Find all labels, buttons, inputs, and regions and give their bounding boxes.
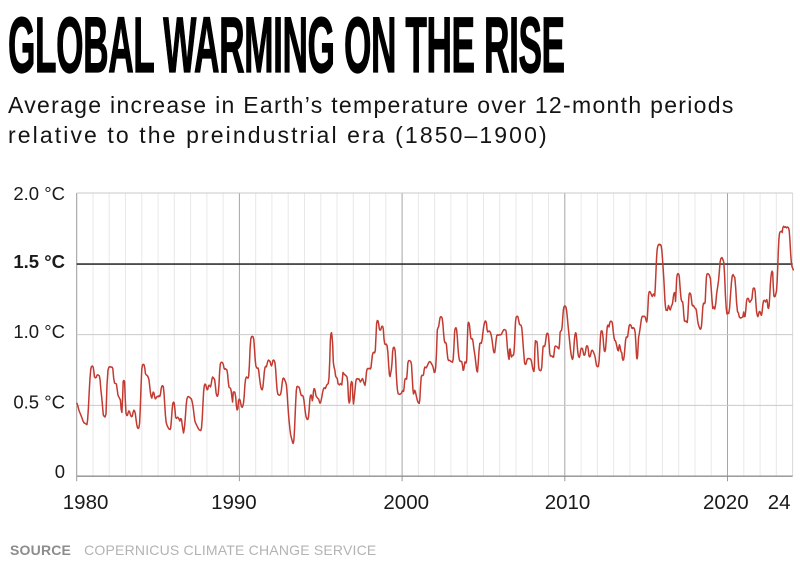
svg-text:1.0 °C: 1.0 °C [13, 321, 65, 342]
svg-text:24: 24 [768, 491, 791, 514]
svg-text:2020: 2020 [703, 491, 749, 514]
svg-text:1980: 1980 [63, 491, 109, 514]
svg-text:0: 0 [55, 461, 65, 482]
svg-text:2.0 °C: 2.0 °C [13, 183, 65, 204]
svg-text:0.5 °C: 0.5 °C [13, 392, 65, 413]
svg-text:1990: 1990 [211, 491, 257, 514]
svg-text:2010: 2010 [545, 491, 591, 514]
svg-text:1.5 °C: 1.5 °C [13, 251, 65, 272]
svg-text:2000: 2000 [383, 491, 429, 514]
